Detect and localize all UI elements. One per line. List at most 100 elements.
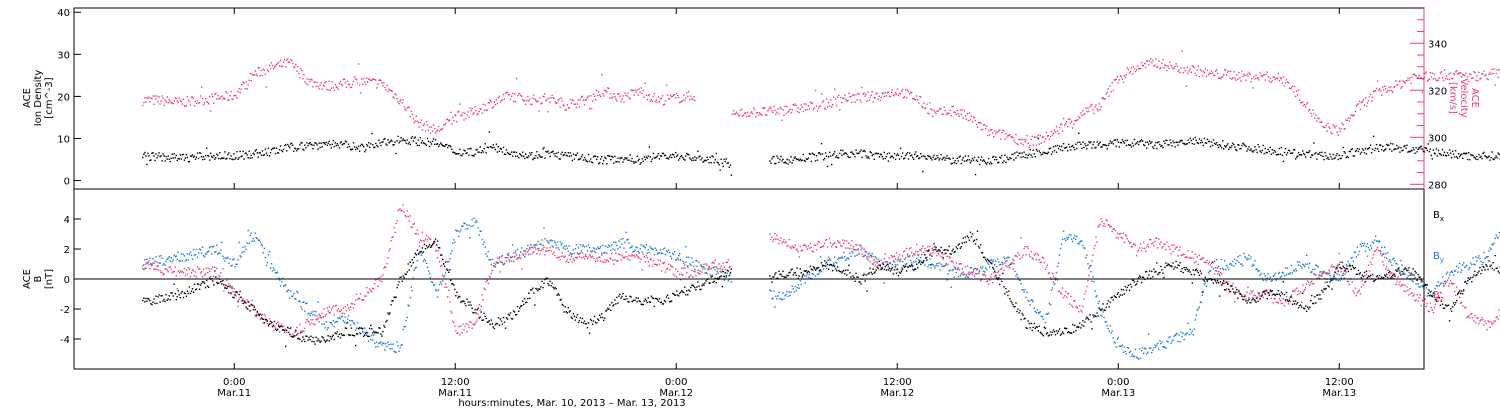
velocity-point xyxy=(158,96,160,98)
velocity-point xyxy=(1471,77,1473,79)
density-point xyxy=(778,161,780,163)
velocity-point xyxy=(565,109,567,111)
density-point xyxy=(868,157,870,159)
density-point xyxy=(199,152,202,154)
by-point xyxy=(1345,264,1347,266)
by-point xyxy=(949,269,951,271)
velocity-point xyxy=(756,112,758,114)
by-point xyxy=(1162,346,1164,348)
velocity-point xyxy=(1113,79,1115,81)
velocity-point xyxy=(981,128,984,131)
velocity-point xyxy=(917,98,919,101)
by-point xyxy=(1422,287,1424,289)
velocity-point xyxy=(1105,93,1107,95)
velocity-point xyxy=(419,121,422,124)
x-tick-label-time: 12:00 xyxy=(441,377,470,388)
density-point xyxy=(779,158,781,161)
density-point xyxy=(1108,142,1110,145)
velocity-point xyxy=(333,89,335,91)
velocity-point xyxy=(771,109,773,112)
by-point xyxy=(798,287,800,289)
by-point xyxy=(303,301,305,303)
density-point xyxy=(864,150,866,153)
velocity-point xyxy=(965,118,968,120)
by-point xyxy=(1250,256,1252,258)
velocity-point xyxy=(545,100,547,102)
velocity-point xyxy=(1413,73,1415,75)
velocity-point xyxy=(527,95,529,98)
by-point xyxy=(555,244,557,246)
velocity-point xyxy=(251,73,253,75)
velocity-point xyxy=(851,101,853,103)
by-point xyxy=(199,249,202,251)
by-point xyxy=(953,276,955,278)
velocity-point xyxy=(876,92,878,94)
density-point xyxy=(697,150,699,152)
velocity-point xyxy=(248,79,250,81)
velocity-point xyxy=(1434,78,1437,80)
velocity-point xyxy=(881,92,883,94)
velocity-point xyxy=(843,97,845,99)
by-point xyxy=(1376,240,1379,242)
velocity-point xyxy=(466,114,468,116)
density-point xyxy=(216,153,218,155)
by-point xyxy=(345,322,348,324)
density-point xyxy=(1340,157,1342,160)
velocity-point xyxy=(234,94,236,97)
by-point xyxy=(725,276,727,278)
velocity-point xyxy=(396,98,398,100)
x-tick-label-date: Mar.12 xyxy=(880,388,914,399)
velocity-point xyxy=(1011,136,1013,138)
velocity-point xyxy=(1076,119,1078,121)
density-point xyxy=(299,144,301,146)
by-point xyxy=(1290,264,1293,267)
velocity-point xyxy=(1394,85,1396,88)
density-point xyxy=(1417,148,1419,150)
velocity-point xyxy=(1478,71,1480,74)
density-point xyxy=(883,151,885,154)
by-point xyxy=(184,260,187,262)
by-point xyxy=(624,241,626,244)
density-point xyxy=(274,152,277,155)
by-point xyxy=(898,260,901,262)
density-point xyxy=(1409,151,1411,153)
velocity-point xyxy=(1027,142,1029,144)
by-point xyxy=(888,262,891,264)
density-point xyxy=(931,159,933,161)
density-point xyxy=(1445,155,1448,157)
density-point xyxy=(512,151,515,153)
velocity-point xyxy=(442,127,444,129)
velocity-point xyxy=(1482,73,1484,75)
density-point xyxy=(245,152,247,154)
velocity-point xyxy=(1016,143,1018,145)
velocity-point xyxy=(1038,143,1040,145)
by-point xyxy=(373,334,375,336)
velocity-point xyxy=(535,99,537,102)
velocity-point xyxy=(775,113,777,116)
by-point xyxy=(435,290,438,292)
by-point xyxy=(1078,243,1080,245)
density-point xyxy=(803,159,805,162)
velocity-point xyxy=(493,101,495,103)
velocity-point xyxy=(1475,79,1477,81)
by-point xyxy=(1124,350,1127,353)
by-point xyxy=(614,249,616,251)
density-point xyxy=(456,153,458,155)
by-point xyxy=(1498,231,1500,234)
by-point xyxy=(323,323,325,325)
density-point xyxy=(377,146,379,148)
density-point xyxy=(503,153,506,155)
density-point xyxy=(495,143,498,145)
density-point xyxy=(565,154,567,156)
by-point xyxy=(878,264,880,266)
velocity-point xyxy=(1305,106,1307,108)
density-point xyxy=(964,155,967,157)
density-point xyxy=(1095,146,1097,149)
by-point xyxy=(298,300,300,302)
density-point xyxy=(420,142,423,144)
velocity-point xyxy=(584,99,587,101)
velocity-point xyxy=(1135,69,1138,71)
velocity-point xyxy=(1457,73,1459,75)
density-point xyxy=(702,161,704,163)
density-point xyxy=(594,155,597,157)
